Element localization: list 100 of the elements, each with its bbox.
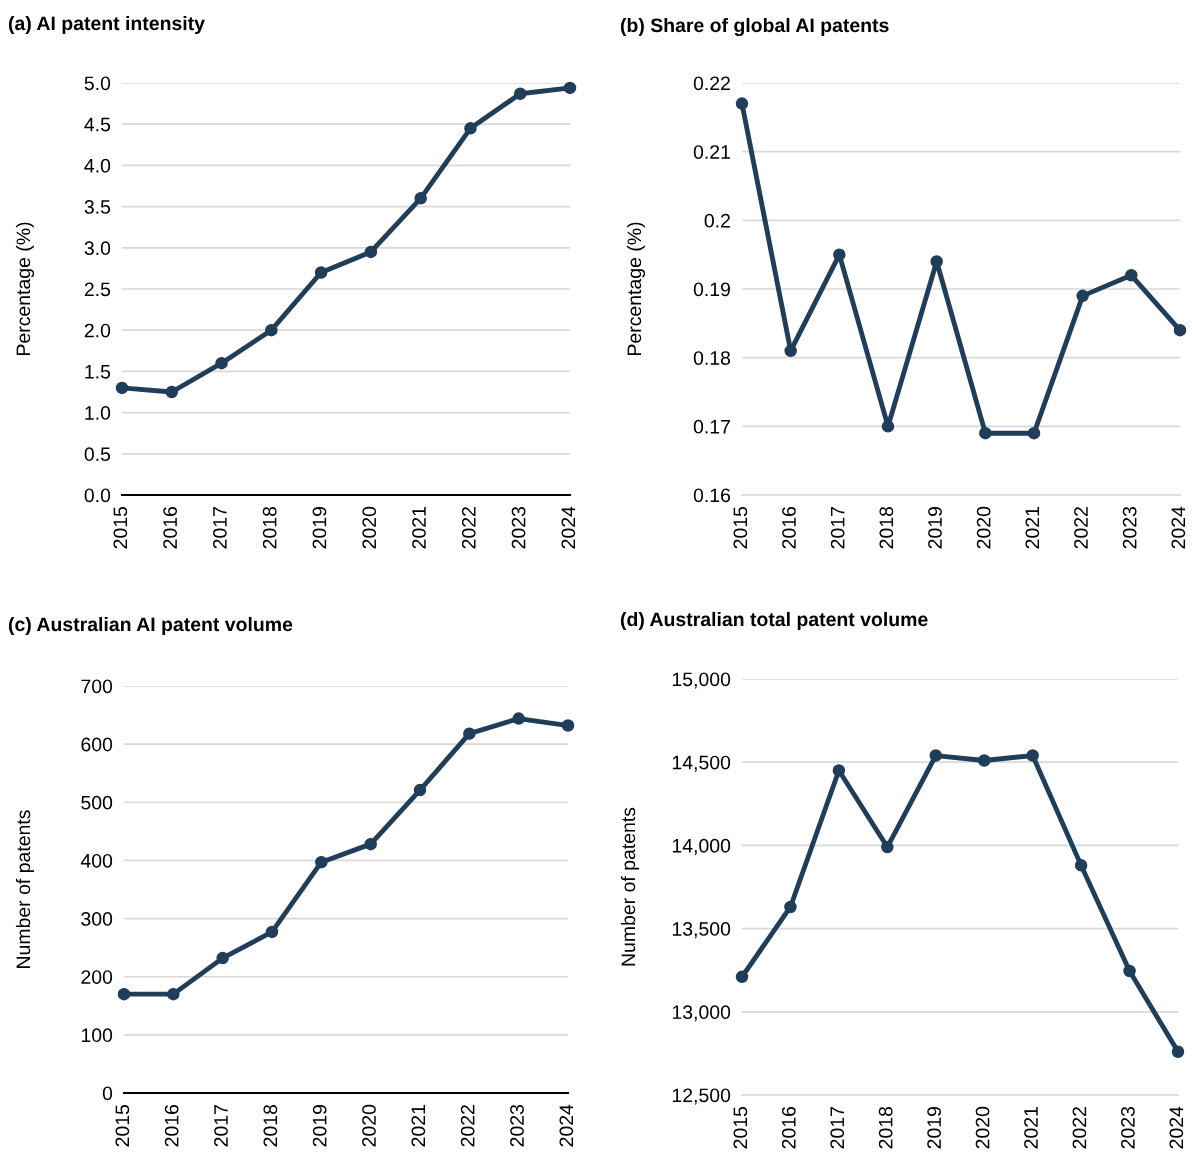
y-tick-label: 14,500 [672, 755, 731, 772]
x-tick-label: 2023 [510, 1104, 524, 1147]
x-tick-label: 2024 [561, 506, 576, 549]
point [881, 840, 894, 854]
y-tick-label: 15,000 [672, 672, 731, 689]
point [979, 426, 992, 440]
point [314, 266, 328, 279]
y-tick-label: 500 [81, 795, 113, 810]
x-tick-label: 2016 [164, 1104, 179, 1147]
y-tick-label: 400 [80, 853, 113, 868]
point [1123, 964, 1136, 978]
point [216, 951, 229, 965]
point [364, 245, 378, 259]
point [784, 900, 797, 914]
point [1074, 859, 1088, 872]
y-tick-label: 13,500 [672, 922, 731, 939]
chart-title: (d) Australian total patent volume [620, 611, 928, 631]
x-tick-label: 2018 [878, 1106, 893, 1149]
x-tick-label: 2021 [1024, 1107, 1038, 1149]
x-tick-label: 2016 [163, 506, 177, 549]
x-tick-label: 2023 [1122, 506, 1137, 549]
y-tick-label: 12,500 [672, 1088, 731, 1105]
y-tick-label: 200 [81, 970, 113, 984]
point [315, 855, 328, 869]
point [513, 87, 527, 100]
x-tick-label: 2017 [213, 507, 227, 549]
x-tick-label: 2023 [1121, 1106, 1135, 1149]
y-tick-label: 300 [81, 912, 113, 926]
x-tick-label: 2021 [411, 1105, 426, 1147]
y-tick-label: 2.0 [84, 323, 111, 338]
point [464, 122, 477, 135]
point [215, 356, 228, 370]
y-tick-label: 13,000 [672, 1005, 731, 1022]
point [115, 381, 129, 395]
chart-title: (a) AI patent intensity [8, 15, 205, 35]
x-tick-label: 2020 [362, 1104, 376, 1147]
point [929, 749, 943, 762]
point [463, 727, 476, 740]
point [512, 712, 525, 725]
x-tick-label: 2024 [1171, 506, 1186, 549]
point [735, 97, 749, 110]
x-tick-label: 2017 [830, 1107, 845, 1149]
x-tick-label: 2015 [733, 506, 748, 549]
point [561, 719, 575, 732]
x-tick-label: 2021 [1025, 507, 1040, 549]
y-tick-label: 3.5 [84, 200, 111, 214]
y-tick-label: 0.2 [704, 213, 730, 228]
x-tick-label: 2024 [1169, 1106, 1184, 1149]
point [117, 987, 131, 1001]
y-tick-label: 5.0 [84, 76, 111, 91]
point [165, 385, 179, 399]
y-tick-label: 1.0 [85, 406, 111, 420]
x-tick-label: 2019 [928, 507, 942, 549]
y-tick-label: 0.17 [693, 419, 730, 434]
y-tick-label: 0.0 [84, 488, 111, 503]
x-tick-label: 2018 [879, 506, 894, 549]
x-tick-label: 2019 [927, 1107, 941, 1149]
x-tick-label: 2016 [782, 506, 796, 549]
point [1027, 426, 1041, 440]
x-tick-label: 2022 [460, 1105, 475, 1147]
y-tick-label: 14,000 [672, 838, 731, 855]
x-tick-label: 2022 [461, 507, 476, 549]
point [1171, 1045, 1185, 1058]
x-tick-label: 2017 [830, 507, 845, 549]
y-axis-title: Percentage (%) [626, 222, 646, 355]
point [1125, 269, 1138, 282]
point [1173, 323, 1187, 337]
point [833, 248, 846, 261]
point [1026, 749, 1039, 762]
y-axis-title: Percentage (%) [15, 222, 35, 355]
y-tick-label: 0.18 [693, 351, 731, 365]
x-tick-label: 2020 [975, 1106, 990, 1149]
point [364, 837, 377, 851]
x-tick-label: 2017 [214, 1105, 228, 1147]
point [735, 970, 749, 984]
x-tick-label: 2020 [976, 506, 991, 549]
x-tick-label: 2015 [113, 506, 128, 549]
y-tick-label: 100 [81, 1028, 113, 1043]
x-tick-label: 2021 [412, 507, 426, 549]
y-tick-label: 1.5 [85, 365, 111, 379]
point [167, 987, 180, 1001]
point [414, 192, 427, 205]
x-tick-label: 2018 [263, 1104, 278, 1147]
y-tick-label: 0.21 [693, 145, 730, 159]
y-tick-label: 0.19 [693, 282, 730, 297]
y-tick-label: 700 [81, 679, 113, 694]
y-tick-label: 3.0 [84, 241, 111, 256]
x-tick-label: 2024 [559, 1104, 574, 1147]
y-axis-title: Number of patents [15, 810, 35, 968]
x-tick-label: 2019 [312, 1105, 327, 1147]
x-tick-label: 2022 [1074, 507, 1088, 549]
y-tick-label: 600 [81, 737, 113, 752]
x-tick-label: 2015 [115, 1104, 130, 1147]
point [413, 783, 427, 797]
point [1076, 289, 1089, 303]
y-axis-title: Number of patents [620, 807, 640, 966]
chart-title: (c) Australian AI patent volume [8, 616, 293, 636]
y-tick-label: 2.5 [84, 282, 111, 297]
point [881, 420, 895, 433]
y-tick-label: 0.16 [693, 488, 731, 503]
